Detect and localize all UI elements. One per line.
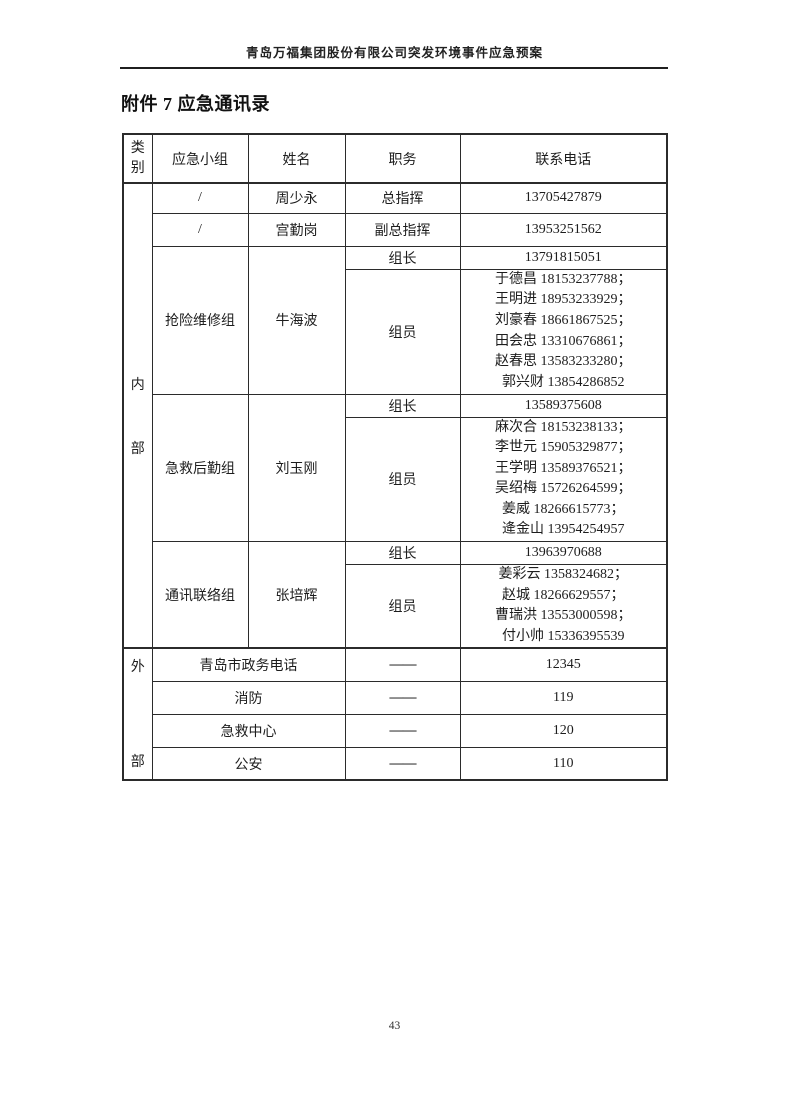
phone-cell: 13705427879 bbox=[459, 182, 668, 214]
table-row: 组员 姜彩云 1358324682； 赵城 18266629557； 曹瑞洪 1… bbox=[123, 564, 668, 649]
member-line: 姜威 18266615773； bbox=[502, 501, 625, 517]
emergency-contact-table: 类 别 应急小组 姓名 职务 联系电话 内 部 / 周少永 总指挥 137054… bbox=[122, 133, 668, 782]
table-row: 急救后勤组 刘玉刚 组长 13589375608 bbox=[123, 393, 668, 543]
phone-cell: 13953251562 bbox=[459, 212, 668, 247]
position-cell: 副总指挥 bbox=[344, 212, 461, 247]
position-dash-cell: —— bbox=[344, 680, 461, 715]
member-line: 郭兴财 13854286852 bbox=[502, 374, 625, 390]
phone-cell: 13963970688 bbox=[459, 541, 668, 566]
phone-cell: 13791815051 bbox=[459, 245, 668, 270]
name-cell: 宫勤岗 bbox=[247, 212, 346, 247]
member-line: 王明进 18953233929； bbox=[495, 292, 632, 308]
header-category-line1: 类 bbox=[130, 140, 145, 156]
member-line: 于德昌 18153237788； bbox=[495, 271, 632, 287]
internal-label-char2: 部 bbox=[130, 441, 145, 457]
phone-cell: 119 bbox=[459, 680, 668, 715]
table-row: 内 部 / 周少永 总指挥 13705427879 bbox=[122, 182, 668, 649]
position-cell: 组员 bbox=[344, 416, 461, 543]
table-row: 公安 —— 110 bbox=[123, 746, 668, 781]
member-line: 吴绍梅 15726264599； bbox=[495, 481, 632, 497]
position-cell: 组长 bbox=[344, 393, 461, 418]
external-org-cell: 消防 bbox=[151, 680, 346, 715]
table-row: 消防 —— 119 bbox=[123, 680, 668, 715]
position-dash-cell: —— bbox=[344, 647, 461, 682]
name-cell: 刘玉刚 bbox=[247, 393, 346, 543]
phone-cell: 110 bbox=[459, 746, 668, 781]
table-header-row: 类 别 应急小组 姓名 职务 联系电话 bbox=[122, 133, 668, 184]
members-phone-list: 麻次合 18153238133； 李世元 15905329877； 王学明 13… bbox=[459, 416, 668, 543]
table-row: 抢险维修组 牛海波 组长 13791815051 bbox=[123, 245, 668, 395]
header-team: 应急小组 bbox=[151, 133, 249, 184]
team-cell: 通讯联络组 bbox=[151, 541, 249, 649]
phone-cell: 120 bbox=[459, 713, 668, 748]
page-number: 43 bbox=[388, 1020, 401, 1032]
phone-cell: 12345 bbox=[459, 647, 668, 682]
team-cell: 抢险维修组 bbox=[151, 245, 249, 395]
member-line: 姜彩云 1358324682； bbox=[498, 567, 629, 583]
document-header-title: 青岛万福集团股份有限公司突发环境事件应急预案 bbox=[245, 46, 543, 60]
member-line: 逄金山 13954254957 bbox=[502, 522, 625, 538]
external-org-cell: 青岛市政务电话 bbox=[151, 647, 346, 682]
header-category-line2: 别 bbox=[130, 160, 145, 176]
header-phone: 联系电话 bbox=[459, 133, 668, 184]
name-cell: 牛海波 bbox=[247, 245, 346, 395]
team-cell: / bbox=[151, 212, 249, 247]
member-line: 麻次合 18153238133； bbox=[495, 419, 632, 435]
member-line: 赵春思 13583233280； bbox=[495, 354, 632, 370]
internal-label-char1: 内 bbox=[130, 377, 145, 393]
name-cell: 张培辉 bbox=[247, 541, 346, 649]
table-row: 通讯联络组 张培辉 组长 13963970688 bbox=[123, 541, 668, 649]
table-row: 急救中心 —— 120 bbox=[123, 713, 668, 748]
external-section-label: 外 部 bbox=[122, 647, 153, 781]
position-cell: 组员 bbox=[344, 268, 461, 395]
table-row: 外 部 青岛市政务电话 —— 12345 bbox=[122, 647, 668, 781]
member-line: 李世元 15905329877； bbox=[495, 440, 632, 456]
header-category: 类 别 bbox=[122, 133, 153, 184]
team-cell: 急救后勤组 bbox=[151, 393, 249, 543]
position-dash-cell: —— bbox=[344, 713, 461, 748]
table-row: 组员 麻次合 18153238133； 李世元 15905329877； 王学明… bbox=[123, 416, 668, 543]
members-phone-list: 姜彩云 1358324682； 赵城 18266629557； 曹瑞洪 1355… bbox=[459, 564, 668, 649]
internal-section-label: 内 部 bbox=[122, 182, 153, 649]
header-position: 职务 bbox=[344, 133, 461, 184]
member-line: 付小帅 15336395539 bbox=[502, 628, 625, 644]
table-row: 组员 于德昌 18153237788； 王明进 18953233929； 刘豪春… bbox=[123, 268, 668, 395]
member-line: 王学明 13589376521； bbox=[495, 460, 632, 476]
header-divider-rule bbox=[120, 67, 668, 69]
name-cell: 周少永 bbox=[247, 182, 346, 214]
external-org-cell: 公安 bbox=[151, 746, 346, 781]
members-phone-list: 于德昌 18153237788； 王明进 18953233929； 刘豪春 18… bbox=[459, 268, 668, 395]
position-cell: 组长 bbox=[344, 245, 461, 270]
header-name: 姓名 bbox=[247, 133, 346, 184]
phone-cell: 13589375608 bbox=[459, 393, 668, 418]
position-cell: 组员 bbox=[344, 564, 461, 649]
member-line: 曹瑞洪 13553000598； bbox=[495, 608, 632, 624]
external-label-char1: 外 bbox=[130, 659, 145, 675]
team-cell: / bbox=[151, 182, 249, 214]
table-row: / 宫勤岗 副总指挥 13953251562 bbox=[123, 212, 668, 247]
member-line: 刘豪春 18661867525； bbox=[495, 312, 632, 328]
attachment-title: 附件 7 应急通讯录 bbox=[121, 94, 270, 114]
position-cell: 组长 bbox=[344, 541, 461, 566]
position-dash-cell: —— bbox=[344, 746, 461, 781]
member-line: 田会忠 13310676861； bbox=[495, 333, 632, 349]
position-cell: 总指挥 bbox=[344, 182, 461, 214]
external-label-char2: 部 bbox=[130, 754, 145, 770]
external-org-cell: 急救中心 bbox=[151, 713, 346, 748]
member-line: 赵城 18266629557； bbox=[502, 587, 625, 603]
